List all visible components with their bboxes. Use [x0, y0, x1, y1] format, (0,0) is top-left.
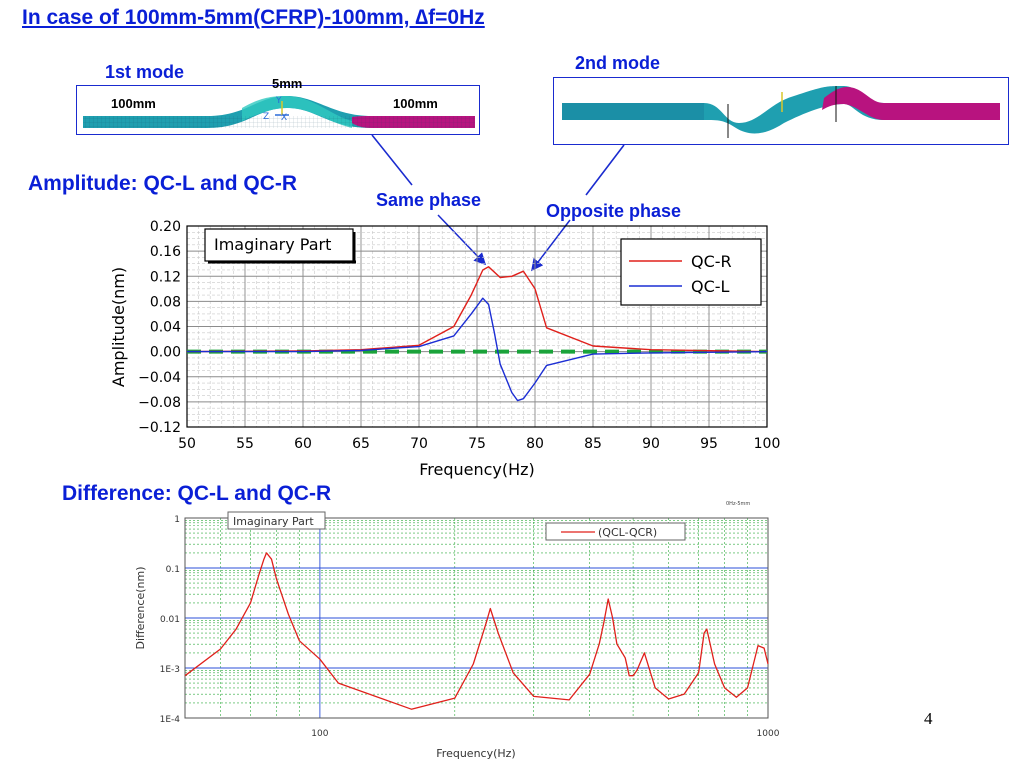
first-mode-axis-x: X: [281, 113, 287, 123]
difference-plot-frame: [184, 517, 769, 719]
amplitude-x-ticks: 50 55 60 65 70 75 80 85 90 95 100: [178, 436, 780, 452]
amplitude-plot-frame: [186, 225, 768, 428]
difference-series-line: [184, 552, 769, 710]
difference-grid: [185, 517, 769, 719]
amplitude-y-ticks: 0.20 0.16 0.12 0.08 0.04 0.00 −0.04 −0.08 −0.12: [138, 219, 181, 436]
difference-series: [184, 552, 769, 710]
second-mode-right-segment: [822, 87, 1000, 120]
first-mode-axis-z: Z: [263, 112, 269, 122]
second-mode-shape: [562, 86, 1000, 138]
page-number: 4: [924, 709, 933, 728]
amplitude-x-tick-label: 70: [410, 436, 428, 452]
amplitude-y-tick-label: −0.12: [138, 420, 181, 436]
amplitude-y-tick-label: −0.04: [138, 370, 181, 386]
difference-inset-box: [227, 511, 326, 530]
amplitude-x-tick-label: 90: [642, 436, 660, 452]
amplitude-inset-box: [204, 228, 354, 262]
amplitude-x-tick-label: 65: [352, 436, 370, 452]
first-mode-center-dimension: 5mm: [272, 76, 303, 91]
first-mode-axis-y: Y: [275, 96, 282, 106]
first-mode-left-dimension: 100mm: [111, 96, 156, 111]
difference-inset-label: Imaginary Part: [233, 515, 314, 528]
first-mode-shape: Y Z X: [83, 96, 475, 128]
amplitude-y-tick-label: 0.16: [150, 244, 181, 260]
first-mode-center-segment: [242, 96, 352, 128]
amplitude-series: [186, 266, 768, 402]
amplitude-x-tick-label: 100: [754, 436, 781, 452]
amplitude-title: Amplitude: QC-L and QC-R: [28, 172, 298, 195]
difference-y-axis-label: Difference(nm): [134, 567, 147, 650]
difference-y-tick-label: 1: [174, 515, 180, 525]
difference-y-tick-label: 1E-4: [160, 715, 181, 725]
first-mode-connector: [371, 134, 413, 186]
amplitude-y-tick-label: 0.04: [150, 320, 181, 336]
second-mode-connector: [585, 144, 625, 196]
second-mode-panel: [553, 77, 1009, 145]
difference-title: Difference: QC-L and QC-R: [62, 482, 332, 505]
same-phase-label: Same phase: [376, 190, 482, 210]
amplitude-y-tick-label: 0.00: [150, 345, 181, 361]
amplitude-x-axis-label: Frequency(Hz): [419, 460, 535, 479]
amplitude-y-tick-label: −0.08: [138, 395, 181, 411]
difference-y-tick-label: 0.01: [160, 615, 180, 625]
amplitude-legend: [620, 238, 762, 306]
amplitude-series-qc-r: [186, 266, 768, 353]
amplitude-y-tick-label: 0.20: [150, 219, 181, 235]
amplitude-y-tick-label: 0.08: [150, 294, 181, 310]
amplitude-x-tick-label: 80: [526, 436, 544, 452]
amplitude-y-tick-label: 0.12: [150, 269, 181, 285]
amplitude-inset-label: Imaginary Part: [214, 235, 331, 254]
opposite-phase-label: Opposite phase: [546, 201, 682, 221]
second-mode-beam: [562, 86, 1000, 134]
difference-y-tick-label: 1E-3: [160, 665, 180, 675]
amplitude-x-tick-label: 50: [178, 436, 196, 452]
second-mode-left-segment: [562, 103, 704, 120]
slide-title: In case of 100mm-5mm(CFRP)-100mm, ∆f=0Hz: [22, 6, 485, 29]
amplitude-x-tick-label: 75: [468, 436, 486, 452]
amplitude-y-axis-label: Amplitude(nm): [109, 267, 128, 387]
difference-x-tick-label: 1000: [757, 729, 780, 739]
amplitude-x-tick-label: 55: [236, 436, 254, 452]
legend-label-qc-l: QC-L: [691, 277, 730, 296]
difference-corner-note: 0Hz-5mm: [726, 501, 750, 507]
difference-x-tick-label: 100: [311, 729, 328, 739]
legend-label-qcl-qcr: (QCL-QCR): [598, 526, 657, 539]
difference-y-tick-label: 0.1: [166, 565, 180, 575]
difference-legend: [545, 522, 686, 541]
first-mode-panel: Y Z X: [76, 85, 480, 135]
amplitude-x-tick-label: 60: [294, 436, 312, 452]
second-mode-label: 2nd mode: [575, 53, 661, 73]
amplitude-series-qc-l: [187, 297, 768, 402]
difference-x-axis-label: Frequency(Hz): [436, 747, 515, 760]
difference-y-ticks: 1 0.1 0.01 1E-3 1E-4: [160, 515, 181, 725]
difference-x-ticks: 100 1000: [311, 729, 779, 739]
first-mode-label: 1st mode: [105, 62, 185, 82]
amplitude-x-tick-label: 85: [584, 436, 602, 452]
amplitude-x-tick-label: 95: [700, 436, 718, 452]
amplitude-chart: 0.200.160.120.080.040.00−0.04−0.08−0.12 …: [109, 219, 780, 479]
first-mode-right-dimension: 100mm: [393, 96, 438, 111]
legend-label-qc-r: QC-R: [691, 252, 732, 271]
